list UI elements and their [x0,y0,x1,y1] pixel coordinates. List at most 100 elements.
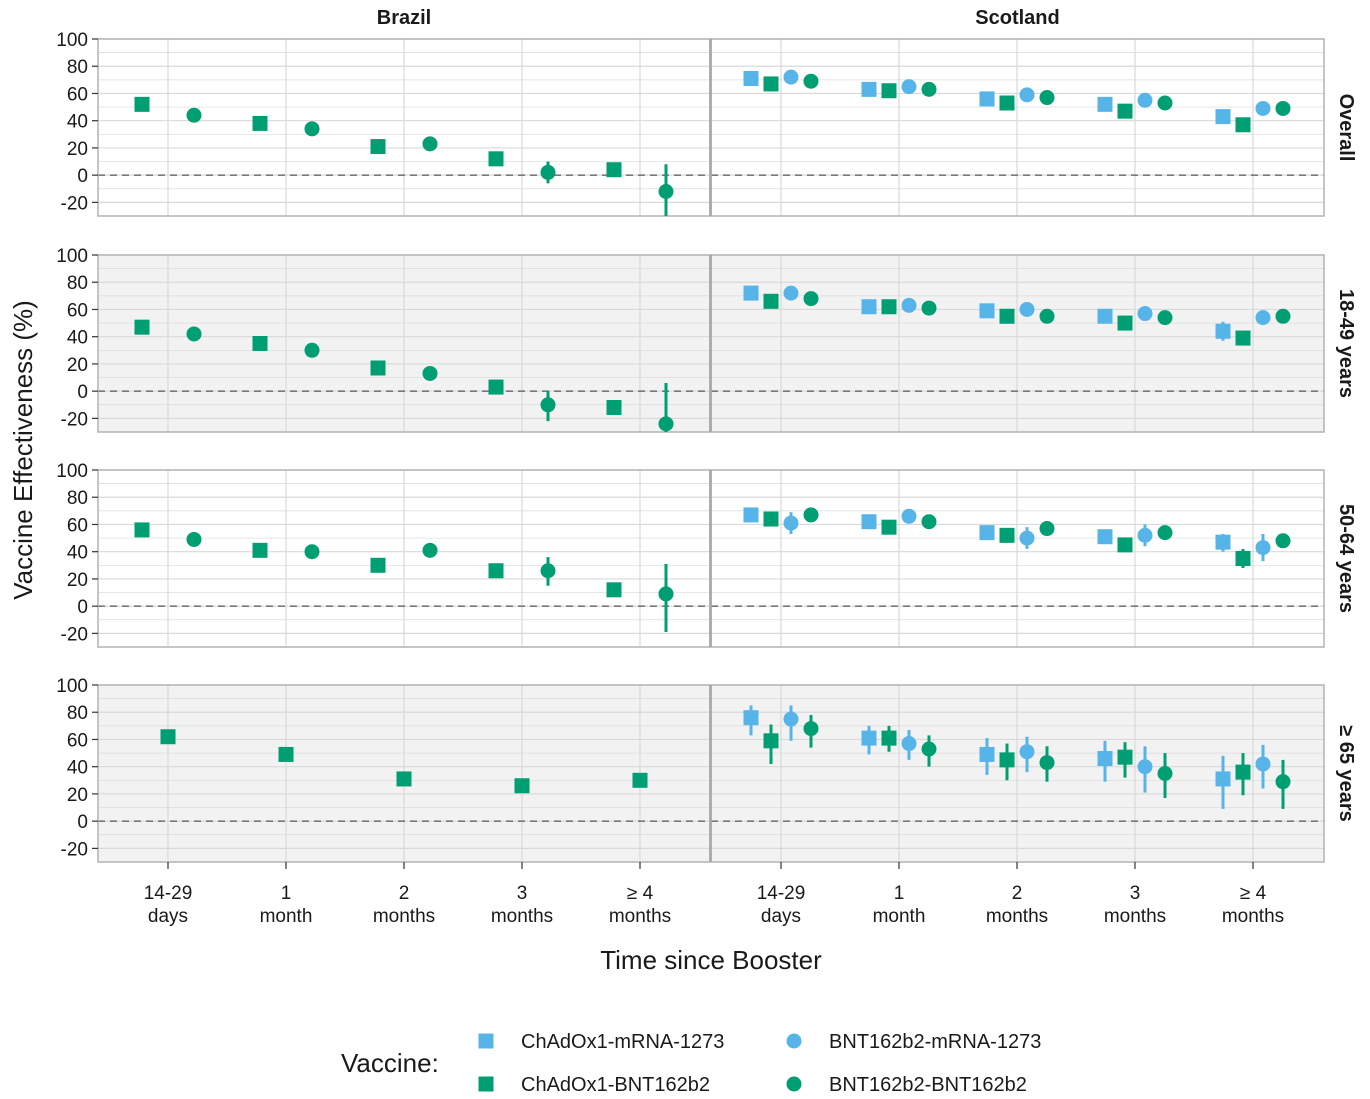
point-bnt162b2-bnt162b2 [186,326,202,342]
point-chadox1-mrna-1273 [979,91,995,107]
point-bnt162b2-bnt162b2 [1039,308,1055,324]
point-bnt162b2-bnt162b2 [658,183,674,199]
point-chadox1-bnt162b2 [763,511,779,527]
y-tick-label: 100 [56,30,88,51]
data-points [134,69,1291,809]
point-bnt162b2-bnt162b2 [1157,525,1173,541]
point-bnt162b2-mrna-1273 [1255,756,1271,772]
point-bnt162b2-bnt162b2 [1275,774,1291,790]
point-bnt162b2-mrna-1273 [1019,301,1035,317]
point-chadox1-bnt162b2 [881,299,897,315]
facet-label-overall: Overall [1335,94,1357,162]
point-bnt162b2-mrna-1273 [1255,540,1271,556]
y-tick-label: 20 [67,785,88,806]
y-tick-label: 100 [56,676,88,697]
y-tick-label: 0 [77,382,88,403]
legend-label-chadox1-mrna-1273: ChAdOx1-mRNA-1273 [521,1031,724,1053]
point-chadox1-mrna-1273 [1097,529,1113,545]
point-bnt162b2-bnt162b2 [304,342,320,358]
point-bnt162b2-bnt162b2 [658,586,674,602]
point-chadox1-mrna-1273 [743,710,759,726]
facet-label-18-49-years: 18-49 years [1335,289,1357,398]
point-bnt162b2-bnt162b2 [186,107,202,123]
x-tick-label: 1 month [260,883,313,927]
point-bnt162b2-mrna-1273 [1137,527,1153,543]
point-chadox1-mrna-1273 [743,285,759,301]
point-bnt162b2-mrna-1273 [1019,744,1035,760]
point-chadox1-bnt162b2 [763,293,779,309]
point-chadox1-bnt162b2 [1235,117,1251,133]
point-bnt162b2-bnt162b2 [540,397,556,413]
x-tick-label: 2 months [373,883,435,927]
y-tick-label: 80 [67,488,88,509]
y-tick-label: -20 [61,193,88,214]
point-chadox1-bnt162b2 [134,522,150,538]
point-bnt162b2-mrna-1273 [901,79,917,95]
y-tick-label: 0 [77,166,88,187]
y-tick-label: 0 [77,812,88,833]
point-chadox1-bnt162b2 [881,519,897,535]
point-chadox1-bnt162b2 [252,115,268,131]
point-chadox1-bnt162b2 [999,308,1015,324]
y-tick-label: 80 [67,703,88,724]
point-chadox1-bnt162b2 [606,162,622,178]
x-tick-label: 2 months [986,883,1048,927]
point-bnt162b2-bnt162b2 [921,741,937,757]
point-bnt162b2-mrna-1273 [1137,759,1153,775]
y-tick-label: 40 [67,543,88,564]
point-chadox1-bnt162b2 [488,379,504,395]
point-bnt162b2-bnt162b2 [1157,310,1173,326]
point-bnt162b2-mrna-1273 [1019,87,1035,103]
y-tick-label: 60 [67,300,88,321]
x-tick-label: 1 month [873,883,926,927]
point-chadox1-mrna-1273 [861,514,877,530]
point-bnt162b2-bnt162b2 [422,365,438,381]
point-bnt162b2-bnt162b2 [1039,755,1055,771]
point-chadox1-bnt162b2 [1117,315,1133,331]
legend: Vaccine: ChAdOx1-mRNA-1273 BNT162b2-mRNA-1… [341,1031,1041,1096]
legend-key-chadox1-mrna-1273 [478,1033,494,1049]
point-chadox1-bnt162b2 [278,746,294,762]
point-bnt162b2-bnt162b2 [921,81,937,97]
point-chadox1-mrna-1273 [743,70,759,86]
point-bnt162b2-bnt162b2 [422,542,438,558]
point-chadox1-bnt162b2 [999,95,1015,111]
point-chadox1-mrna-1273 [861,730,877,746]
point-chadox1-mrna-1273 [743,507,759,523]
legend-label-chadox1-bnt162b2: ChAdOx1-BNT162b2 [521,1074,710,1096]
y-tick-label: 60 [67,84,88,105]
point-chadox1-bnt162b2 [370,557,386,573]
point-bnt162b2-mrna-1273 [901,736,917,752]
y-tick-label: 60 [67,730,88,751]
point-chadox1-bnt162b2 [252,336,268,351]
point-bnt162b2-bnt162b2 [1275,100,1291,116]
y-tick-label: 20 [67,570,88,591]
point-chadox1-bnt162b2 [999,527,1015,543]
point-chadox1-bnt162b2 [763,733,779,749]
point-chadox1-bnt162b2 [881,730,897,746]
point-chadox1-mrna-1273 [861,81,877,97]
point-chadox1-bnt162b2 [370,360,386,376]
point-chadox1-mrna-1273 [1097,308,1113,324]
y-tick-label: 100 [56,246,88,267]
x-tick-label: 3 months [491,883,553,927]
y-tick-label: -20 [61,409,88,430]
point-chadox1-bnt162b2 [514,778,530,794]
point-bnt162b2-bnt162b2 [1039,90,1055,106]
point-chadox1-bnt162b2 [1235,330,1251,346]
point-chadox1-bnt162b2 [488,151,504,167]
point-chadox1-bnt162b2 [160,729,176,745]
y-tick-label: 80 [67,273,88,294]
point-chadox1-bnt162b2 [881,83,897,99]
point-bnt162b2-bnt162b2 [803,507,819,523]
facet-label-50-64-years: 50-64 years [1335,504,1357,613]
point-chadox1-bnt162b2 [488,563,504,579]
point-bnt162b2-bnt162b2 [803,73,819,89]
legend-key-bnt162b2-mrna-1273 [786,1033,802,1049]
point-bnt162b2-bnt162b2 [921,300,937,316]
point-bnt162b2-bnt162b2 [1275,533,1291,549]
point-chadox1-bnt162b2 [632,772,648,788]
point-chadox1-mrna-1273 [1215,323,1231,339]
point-chadox1-mrna-1273 [1215,771,1231,787]
